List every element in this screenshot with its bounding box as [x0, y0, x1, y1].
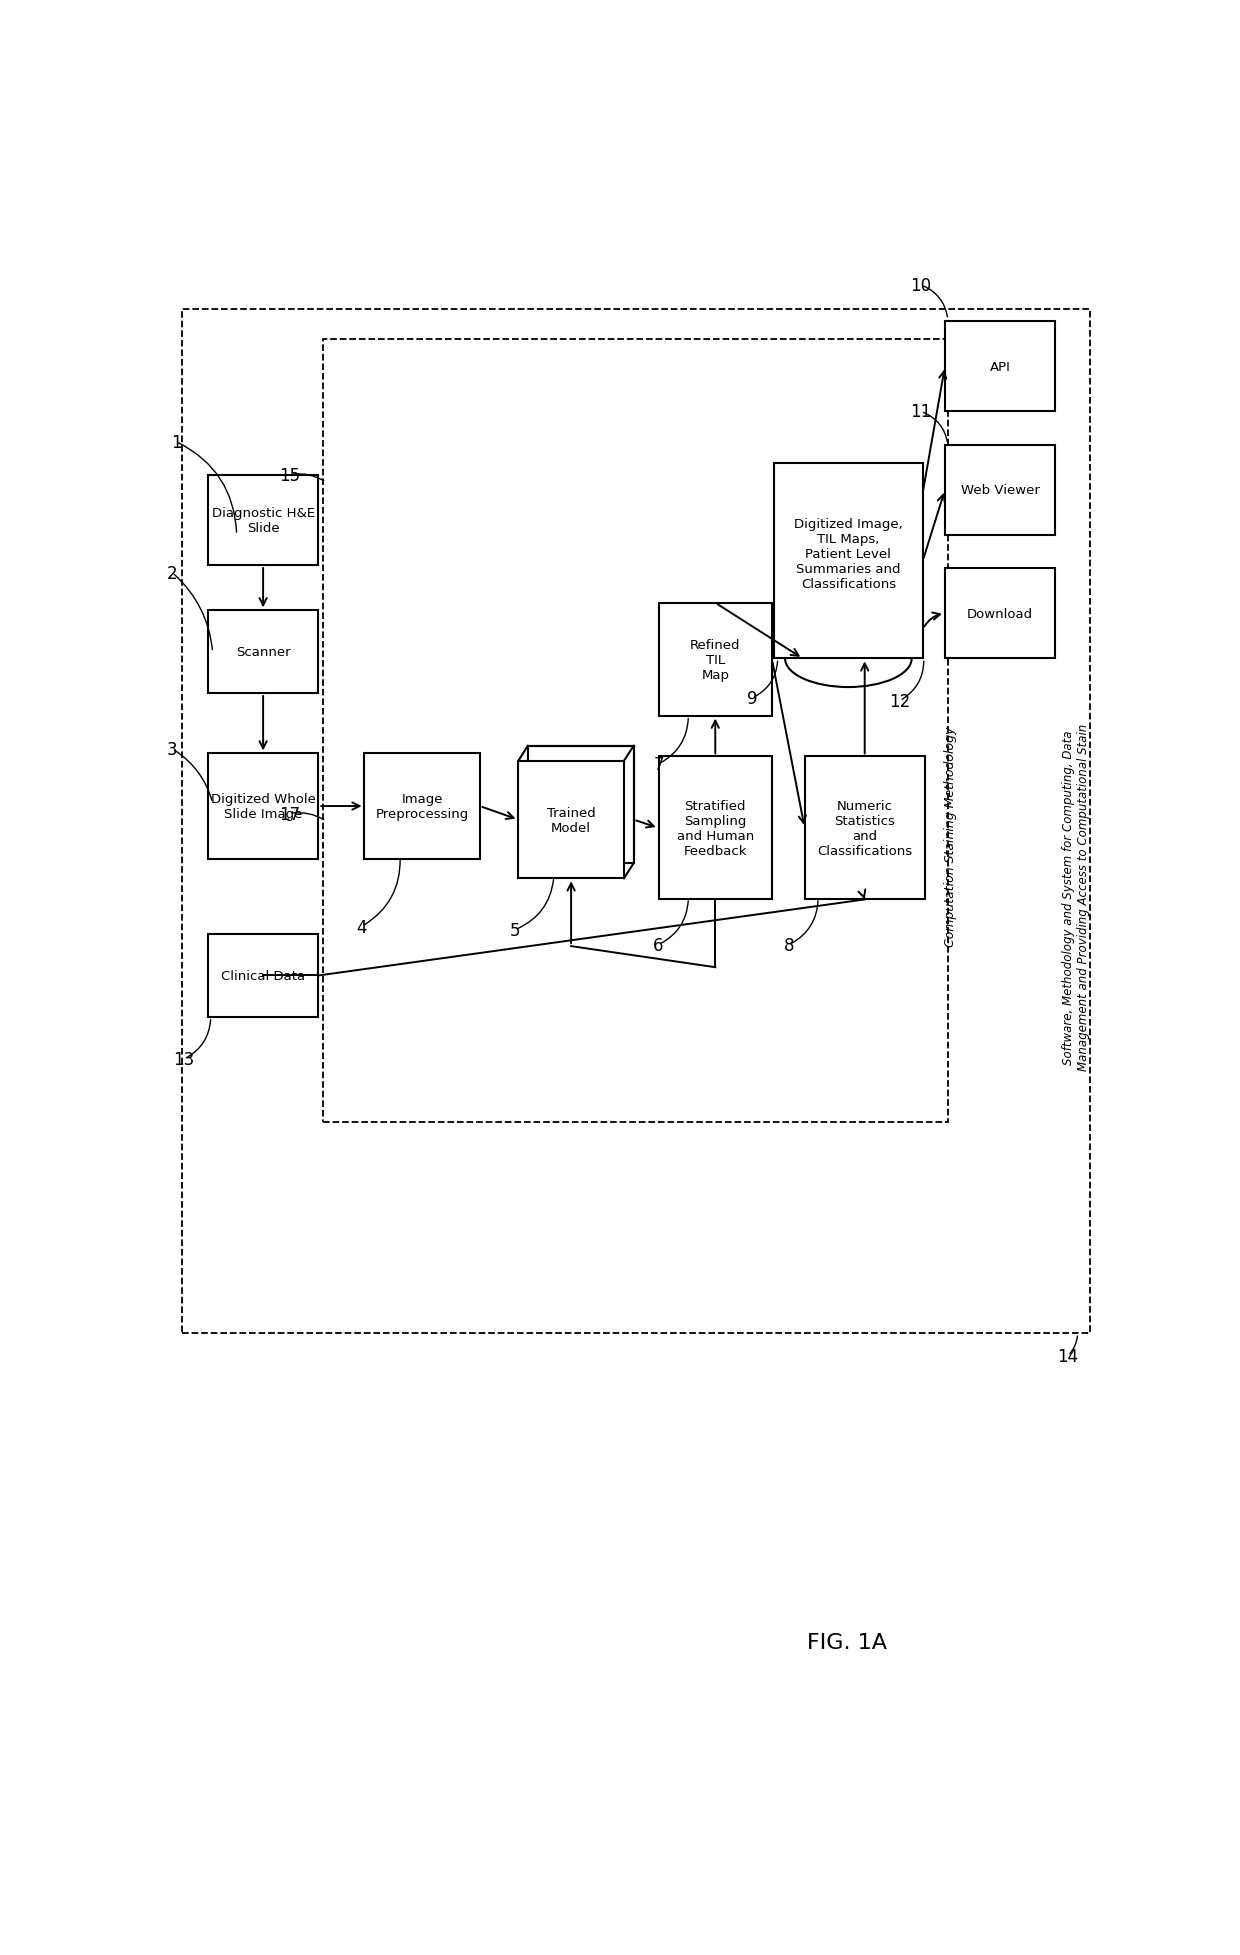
FancyBboxPatch shape: [658, 604, 773, 716]
Text: 13: 13: [174, 1050, 195, 1069]
Text: Numeric
Statistics
and
Classifications: Numeric Statistics and Classifications: [817, 800, 913, 858]
Text: 12: 12: [889, 692, 910, 710]
FancyBboxPatch shape: [518, 762, 624, 880]
Text: Refined
TIL
Map: Refined TIL Map: [689, 639, 740, 682]
Text: 9: 9: [748, 690, 758, 708]
FancyBboxPatch shape: [365, 755, 480, 860]
Text: Trained
Model: Trained Model: [547, 805, 595, 835]
Text: Digitized Whole
Slide Image: Digitized Whole Slide Image: [211, 792, 315, 821]
Text: 10: 10: [910, 278, 931, 295]
Text: 14: 14: [1058, 1347, 1079, 1365]
Text: Scanner: Scanner: [236, 645, 290, 659]
Text: 4: 4: [356, 919, 367, 936]
Text: 3: 3: [167, 741, 177, 759]
FancyBboxPatch shape: [208, 475, 319, 565]
Text: 5: 5: [510, 921, 521, 938]
Text: Clinical Data: Clinical Data: [221, 970, 305, 983]
FancyBboxPatch shape: [208, 610, 319, 694]
Text: Stratified
Sampling
and Human
Feedback: Stratified Sampling and Human Feedback: [677, 800, 754, 858]
FancyBboxPatch shape: [945, 446, 1055, 536]
FancyBboxPatch shape: [658, 757, 773, 899]
Text: Digitized Image,
TIL Maps,
Patient Level
Summaries and
Classifications: Digitized Image, TIL Maps, Patient Level…: [794, 518, 903, 590]
Text: Computation Staining Methodology: Computation Staining Methodology: [944, 727, 957, 946]
Text: Image
Preprocessing: Image Preprocessing: [376, 792, 469, 821]
Text: Diagnostic H&E
Slide: Diagnostic H&E Slide: [212, 506, 315, 534]
Text: 17: 17: [279, 805, 300, 823]
FancyBboxPatch shape: [945, 323, 1055, 413]
Text: 7: 7: [653, 755, 663, 774]
FancyBboxPatch shape: [945, 569, 1055, 659]
Text: Download: Download: [967, 608, 1033, 620]
Text: API: API: [990, 360, 1011, 373]
Text: Web Viewer: Web Viewer: [961, 485, 1039, 497]
Text: 1: 1: [171, 434, 181, 452]
Text: 2: 2: [167, 565, 177, 583]
FancyBboxPatch shape: [208, 934, 319, 1017]
FancyBboxPatch shape: [528, 747, 634, 864]
Text: 15: 15: [279, 467, 300, 485]
FancyBboxPatch shape: [805, 757, 925, 899]
Text: 11: 11: [910, 403, 931, 420]
Text: 6: 6: [653, 936, 663, 954]
Text: Software, Methodology and System for Computing, Data
Management and Providing Ac: Software, Methodology and System for Com…: [1061, 723, 1090, 1071]
FancyBboxPatch shape: [774, 463, 923, 659]
Text: 8: 8: [784, 936, 795, 954]
FancyBboxPatch shape: [208, 755, 319, 860]
Text: FIG. 1A: FIG. 1A: [807, 1632, 887, 1652]
